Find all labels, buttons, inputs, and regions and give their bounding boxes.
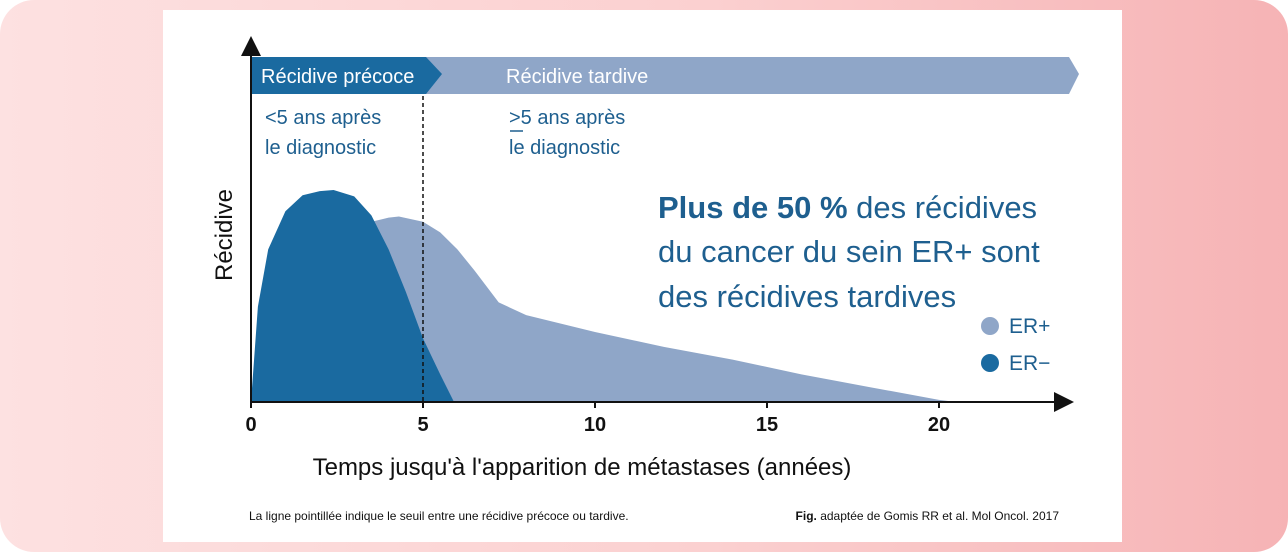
x-ticks: 0 5 10 15 20 — [245, 402, 950, 436]
early-recurrence-label: Récidive précoce — [261, 66, 414, 88]
x-tick-label: 15 — [756, 414, 778, 436]
figure-card: Récidive précoce Récidive tardive <5 ans… — [163, 10, 1122, 542]
legend-swatch — [981, 354, 999, 372]
y-axis-label: Récidive — [211, 189, 238, 281]
early-annotation-line1: <5 ans après — [265, 107, 381, 129]
figure-credit: Fig. adaptée de Gomis RR et al. Mol Onco… — [796, 509, 1060, 523]
late-annotation-line2: le diagnostic — [509, 137, 620, 159]
footer-note: La ligne pointillée indique le seuil ent… — [249, 509, 629, 523]
headline-line3: des récidives tardives — [658, 279, 956, 314]
x-tick-label: 5 — [417, 414, 428, 436]
x-tick-label: 10 — [584, 414, 606, 436]
headline-line2: du cancer du sein ER+ sont — [658, 234, 1040, 269]
headline-line1: Plus de 50 % des récidives — [658, 190, 1037, 225]
legend-swatch — [981, 317, 999, 335]
figure-credit-rest: adaptée de Gomis RR et al. Mol Oncol. 20… — [817, 509, 1059, 523]
x-tick-label: 20 — [928, 414, 950, 436]
x-tick-label: 0 — [245, 414, 256, 436]
late-recurrence-banner — [250, 57, 1079, 94]
legend-label: ER− — [1009, 352, 1050, 375]
late-annotation-line1: >5 ans après — [509, 107, 625, 129]
early-recurrence-banner — [250, 57, 442, 94]
x-axis-label: Temps jusqu'à l'apparition de métastases… — [313, 454, 852, 481]
legend: ER+ ER− — [981, 315, 1050, 375]
headline-bold: Plus de 50 % — [658, 190, 848, 225]
recurrence-chart: Récidive précoce Récidive tardive <5 ans… — [211, 36, 1079, 523]
headline-line1-rest: des récidives — [848, 190, 1038, 225]
legend-label: ER+ — [1009, 315, 1050, 338]
late-recurrence-label: Récidive tardive — [506, 66, 648, 88]
figure-credit-bold: Fig. — [796, 509, 817, 523]
series-area-er-neg — [251, 190, 454, 402]
early-annotation-line2: le diagnostic — [265, 137, 376, 159]
